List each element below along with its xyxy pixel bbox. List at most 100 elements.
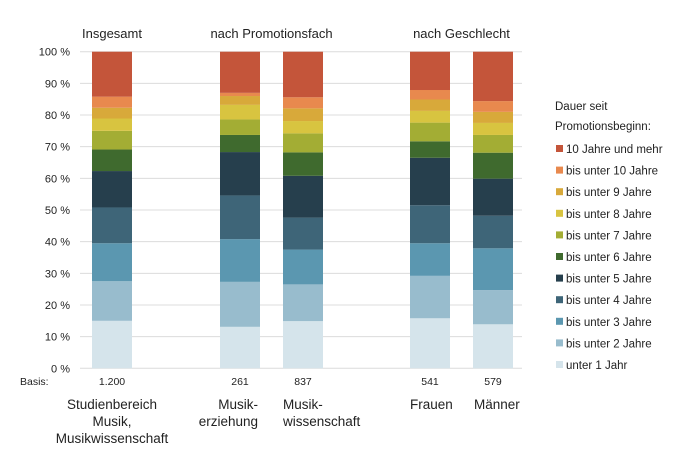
bar-segment	[473, 248, 513, 291]
legend-label: bis unter 6 Jahre	[566, 252, 652, 264]
bar-segment	[410, 99, 450, 111]
bar-segment	[220, 104, 260, 120]
legend-item: bis unter 4 Jahre	[556, 295, 652, 307]
legend-swatch	[556, 296, 563, 304]
bar-segment	[473, 290, 513, 325]
legend-swatch	[556, 231, 563, 239]
category-label: Musik,	[92, 414, 131, 429]
bar-segment	[410, 205, 450, 244]
legend-item: bis unter 8 Jahre	[556, 209, 652, 221]
legend-swatch	[556, 209, 563, 217]
legend-label: unter 1 Jahr	[566, 360, 628, 372]
legend-title: Promotionsbeginn:	[555, 121, 651, 133]
legend-item: bis unter 10 Jahre	[556, 166, 658, 178]
legend-label: bis unter 5 Jahre	[566, 274, 652, 286]
category-label: wissenschaft	[282, 414, 361, 429]
basis-value: 579	[484, 376, 502, 388]
bar-segment	[92, 130, 132, 150]
bar-segment	[92, 320, 132, 369]
y-tick-label: 70 %	[45, 142, 70, 154]
bar-segment	[473, 134, 513, 153]
legend-swatch	[556, 274, 563, 282]
bar-segment	[473, 101, 513, 112]
bar-segment	[410, 275, 450, 319]
y-tick-label: 50 %	[45, 205, 70, 217]
bar-segment	[220, 239, 260, 282]
bar-segment	[283, 217, 323, 250]
bar-segment	[473, 51, 513, 102]
bar-segment	[410, 51, 450, 91]
bar-segment	[473, 152, 513, 179]
bar-segment	[283, 284, 323, 322]
category-label: Musik-	[218, 397, 258, 412]
y-tick-label: 20 %	[45, 300, 70, 312]
y-tick-label: 80 %	[45, 110, 70, 122]
legend-label: bis unter 7 Jahre	[566, 230, 652, 242]
legend-item: bis unter 6 Jahre	[556, 252, 652, 264]
bar-segment	[220, 326, 260, 369]
bar-segment	[220, 134, 260, 153]
legend-label: bis unter 4 Jahre	[566, 295, 652, 307]
bar-segment	[92, 171, 132, 208]
bar-segment	[473, 215, 513, 249]
legend-item: bis unter 9 Jahre	[556, 187, 652, 199]
bar-segment	[410, 122, 450, 142]
bar-segment	[283, 133, 323, 153]
y-tick-label: 30 %	[45, 268, 70, 280]
y-tick-label: 100 %	[39, 47, 70, 59]
bar-segment	[92, 243, 132, 282]
legend-title: Dauer seit	[555, 101, 608, 113]
legend-item: bis unter 3 Jahre	[556, 317, 652, 329]
basis-value: 541	[421, 376, 439, 388]
bar-segment	[283, 108, 323, 122]
legend-swatch	[556, 253, 563, 260]
bar-segment	[283, 321, 323, 369]
legend: Dauer seit Promotionsbeginn: 10 Jahre und …	[555, 101, 663, 372]
basis-label: Basis:	[20, 376, 49, 388]
bar-segment	[92, 149, 132, 172]
category-label: erziehung	[199, 414, 258, 429]
y-tick-label: 40 %	[45, 237, 70, 249]
legend-swatch	[556, 339, 563, 347]
bar-segment	[283, 249, 323, 285]
bar-segment	[283, 51, 323, 98]
bar-segment	[283, 152, 323, 176]
group-header: Insgesamt	[82, 26, 142, 41]
bar-segment	[92, 281, 132, 321]
legend-label: 10 Jahre und mehr	[566, 144, 663, 156]
bar-segment	[220, 92, 260, 97]
legend-label: bis unter 9 Jahre	[566, 187, 652, 199]
bar-segment	[283, 175, 323, 218]
group-header: nach Geschlecht	[413, 26, 510, 41]
y-tick-label: 90 %	[45, 78, 70, 90]
bar-segment	[473, 122, 513, 135]
basis-value: 261	[231, 376, 249, 388]
legend-swatch	[556, 188, 563, 196]
group-header: nach Promotionsfach	[210, 26, 332, 41]
bar-segment	[410, 141, 450, 158]
legend-item: 10 Jahre und mehr	[556, 144, 663, 156]
legend-item: bis unter 7 Jahre	[556, 230, 652, 242]
legend-item: bis unter 5 Jahre	[556, 274, 652, 286]
legend-label: bis unter 3 Jahre	[566, 317, 652, 329]
bar-segment	[220, 152, 260, 196]
bar-segment	[92, 118, 132, 131]
y-axis-ticks: 0 % 10 % 20 % 30 % 40 % 50 % 60 % 70 % 80 % 90 % 1…	[39, 47, 70, 376]
legend-item: bis unter 2 Jahre	[556, 338, 652, 350]
bar-segment	[92, 51, 132, 97]
legend-swatch	[556, 166, 563, 174]
legend-item: unter 1 Jahr	[556, 360, 628, 372]
bar-segment	[473, 111, 513, 123]
bar-segment	[220, 119, 260, 135]
legend-swatch	[556, 317, 563, 325]
bar-segment	[220, 51, 260, 93]
basis-value: 1.200	[99, 376, 125, 388]
y-tick-label: 0 %	[51, 363, 70, 375]
bar-segment	[92, 96, 132, 108]
bar-segment	[410, 110, 450, 123]
bar-segment	[410, 318, 450, 369]
y-tick-label: 10 %	[45, 332, 70, 344]
legend-swatch	[556, 361, 563, 368]
x-axis-labels: Basis: 1.200 261 837 541 579 Studienbereich Mus…	[20, 376, 520, 446]
